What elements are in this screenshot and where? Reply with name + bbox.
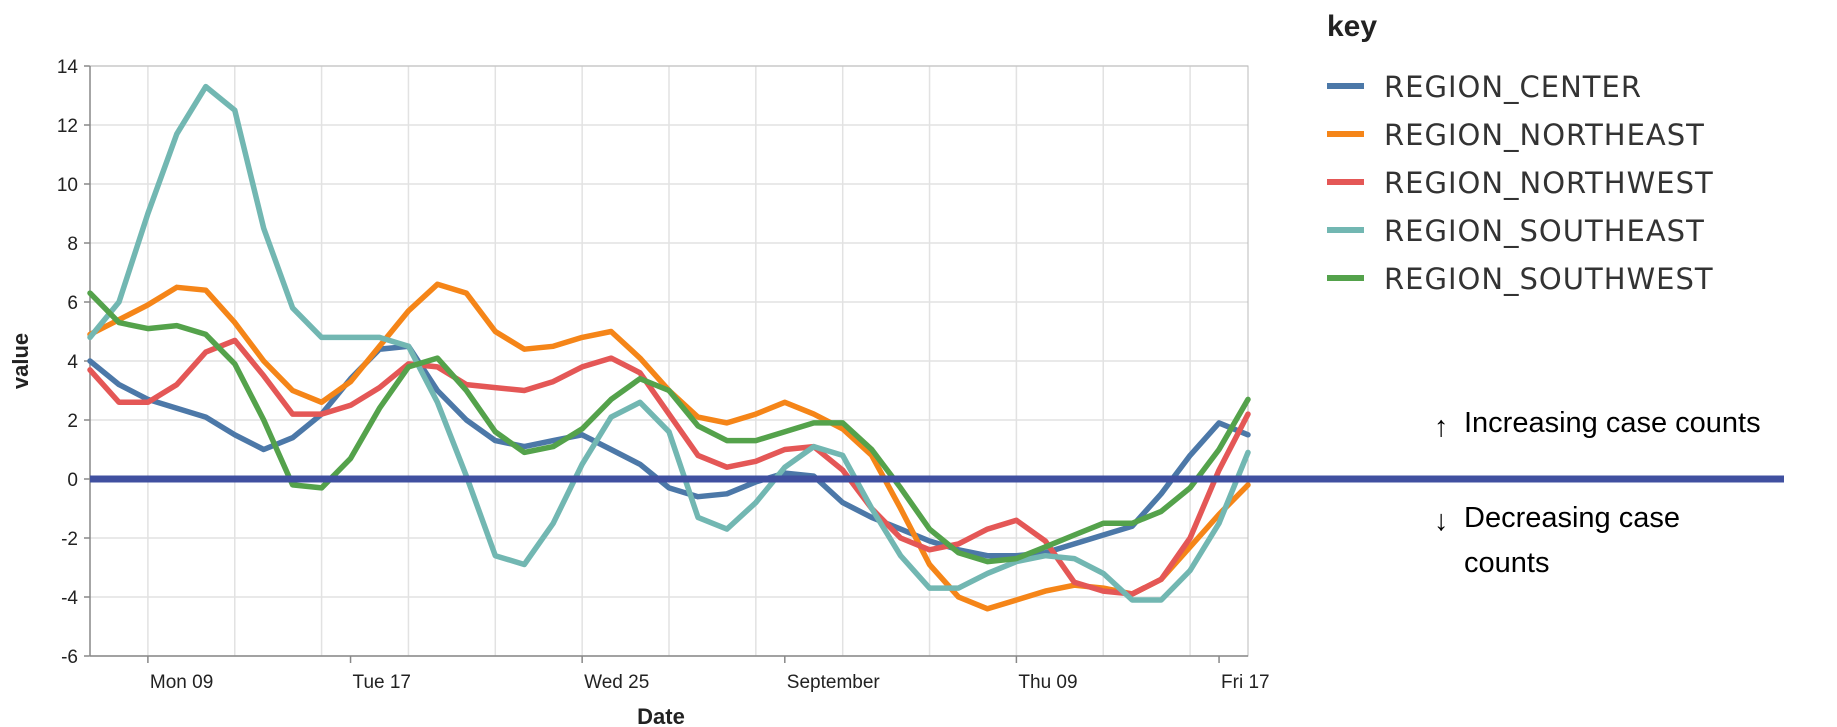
decreasing-annotation-line2: counts <box>1464 547 1549 579</box>
legend-title: key <box>1327 10 1377 43</box>
x-tick-label: Tue 17 <box>353 672 411 693</box>
y-tick-label: -6 <box>61 647 78 668</box>
x-tick-label: Wed 25 <box>584 672 649 693</box>
x-tick-label: Fri 17 <box>1221 672 1270 693</box>
legend-label: REGION_SOUTHEAST <box>1384 214 1705 248</box>
up-arrow-icon: ↑ <box>1434 411 1449 443</box>
x-axis: Mon 09 Tue 17 Wed 25 September Thu 09 Fri 17 <box>147 656 1270 693</box>
y-tick-label: 10 <box>57 175 78 196</box>
y-tick-label: 12 <box>57 116 78 137</box>
decreasing-annotation-line1: Decreasing case <box>1464 502 1680 534</box>
increasing-annotation: Increasing case counts <box>1464 407 1761 439</box>
x-axis-title: Date <box>637 704 685 727</box>
y-tick-label: -2 <box>61 529 78 550</box>
annotations: ↑ Increasing case counts ↓ Decreasing ca… <box>1434 407 1761 579</box>
legend: key REGION_CENTER REGION_NORTHEAST REGION_… <box>1327 10 1714 296</box>
series-line-region-center <box>87 343 1251 559</box>
series-line-region-southwest <box>87 290 1251 565</box>
legend-label: REGION_SOUTHWEST <box>1384 262 1714 296</box>
y-axis-title: value <box>8 333 33 389</box>
y-tick-label: 2 <box>67 411 78 432</box>
y-tick-label: 14 <box>57 57 79 78</box>
down-arrow-icon: ↓ <box>1434 505 1449 537</box>
legend-label: REGION_NORTHEAST <box>1384 118 1705 152</box>
y-tick-label: 4 <box>67 352 78 373</box>
y-tick-label: -4 <box>61 588 78 609</box>
series-line-region-southeast <box>87 83 1251 603</box>
x-tick-label: September <box>787 672 881 693</box>
y-tick-label: 8 <box>67 234 78 255</box>
legend-label: REGION_NORTHWEST <box>1384 166 1714 200</box>
y-tick-label: 6 <box>67 293 78 314</box>
legend-label: REGION_CENTER <box>1384 70 1642 104</box>
series-lines <box>87 83 1251 612</box>
x-tick-label: Thu 09 <box>1018 672 1077 693</box>
x-tick-label: Mon 09 <box>150 672 213 693</box>
y-axis: -6 -4 -2 0 2 4 6 8 10 12 14 <box>57 57 90 668</box>
y-tick-label: 0 <box>67 470 78 491</box>
